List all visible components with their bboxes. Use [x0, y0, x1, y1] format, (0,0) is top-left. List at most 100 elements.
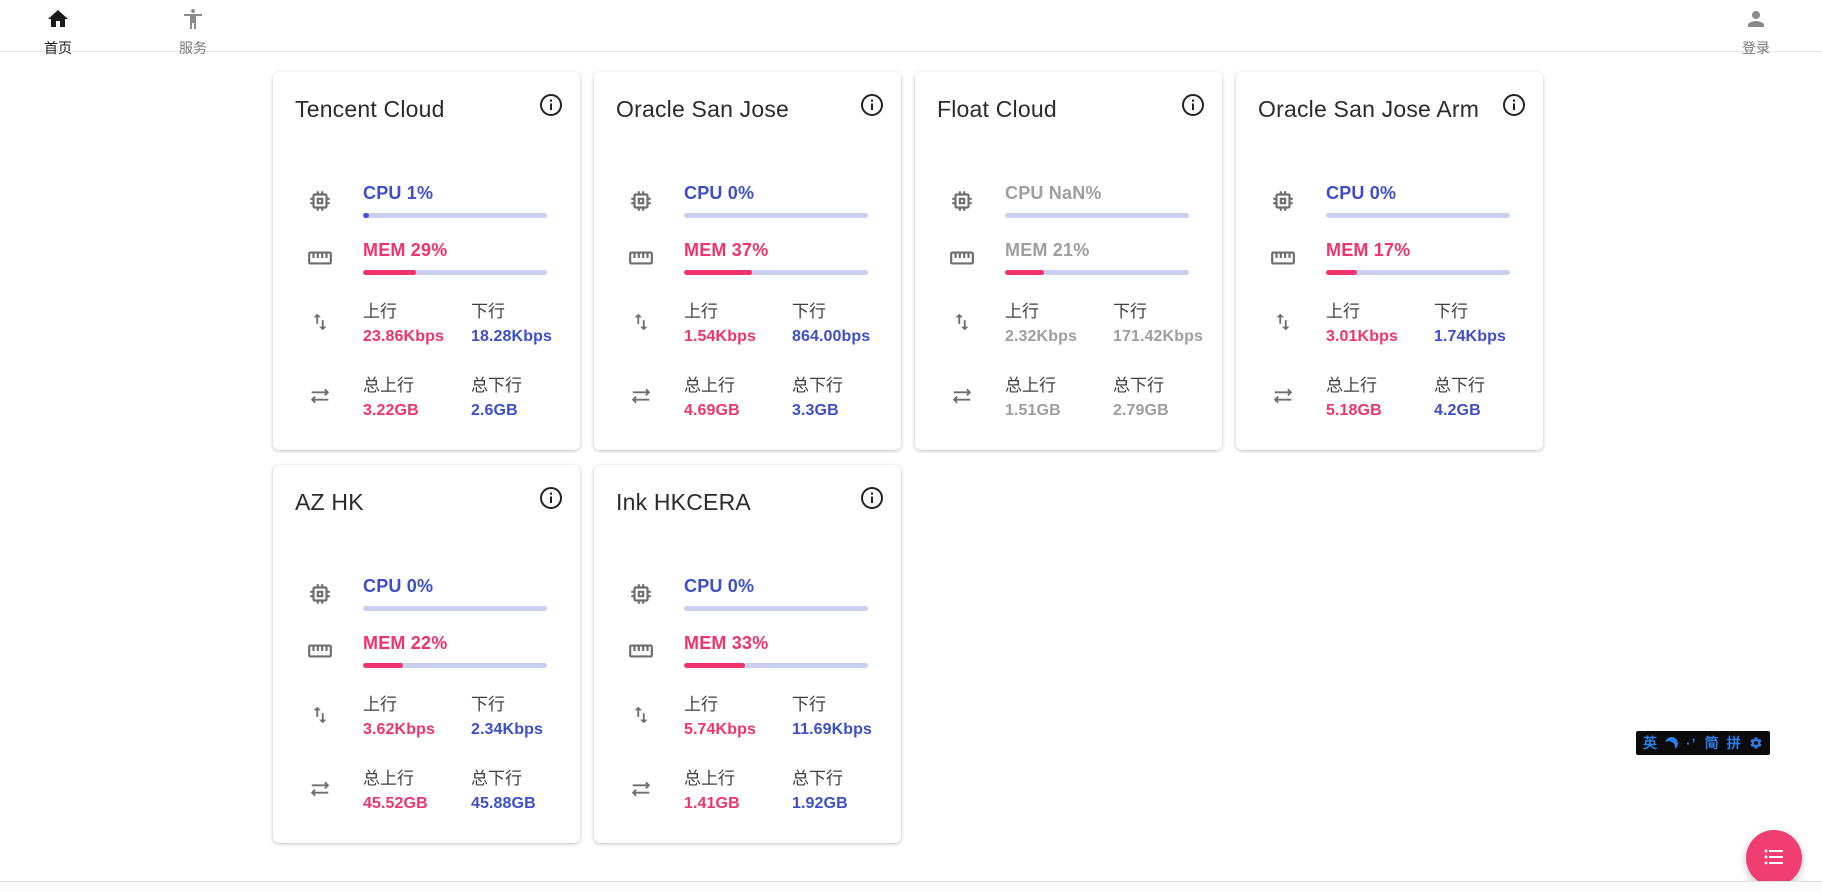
total-row: 总上行 1.41GB 总下行 1.92GB	[628, 764, 868, 813]
speed-row: 上行 5.74Kbps 下行 11.69Kbps	[628, 690, 872, 739]
cpu-chip-icon	[1270, 188, 1296, 214]
total-download-label: 总下行	[471, 769, 522, 788]
total-download-label: 总下行	[471, 376, 522, 395]
mem-progressbar	[363, 270, 547, 275]
download-label: 下行	[471, 695, 505, 714]
total-upload-value: 5.18GB	[1326, 402, 1382, 419]
total-download-label: 总下行	[792, 769, 843, 788]
server-card-oracle-san-jose: Oracle San Jose CPU 0% MEM 37%	[594, 72, 901, 450]
swap-arrows-icon	[1270, 385, 1296, 407]
info-icon[interactable]	[1180, 92, 1206, 118]
ime-scheme-indicator[interactable]: 拼	[1726, 735, 1741, 751]
cpu-row: CPU 0%	[628, 576, 868, 611]
total-upload-label: 总上行	[1326, 376, 1377, 395]
info-icon[interactable]	[538, 92, 564, 118]
up-down-arrows-icon	[949, 311, 975, 333]
cpu-progressbar	[363, 606, 547, 611]
moon-icon[interactable]	[1663, 735, 1679, 751]
cpu-row: CPU 1%	[307, 183, 547, 218]
mem-ruler-icon	[949, 244, 975, 272]
swap-arrows-icon	[628, 385, 654, 407]
total-row: 总上行 3.22GB 总下行 2.6GB	[307, 371, 547, 420]
upload-value: 5.74Kbps	[684, 721, 756, 738]
speed-row: 上行 1.54Kbps 下行 864.00bps	[628, 297, 870, 346]
top-nav: 首页 服务 登录	[0, 0, 1822, 56]
total-upload-label: 总上行	[363, 769, 414, 788]
list-icon	[1762, 845, 1786, 872]
total-download-label: 总下行	[792, 376, 843, 395]
info-icon[interactable]	[1501, 92, 1527, 118]
cpu-row: CPU NaN%	[949, 183, 1189, 218]
nav-services-label: 服务	[179, 40, 207, 56]
total-row: 总上行 5.18GB 总下行 4.2GB	[1270, 371, 1510, 420]
upload-value: 3.62Kbps	[363, 721, 435, 738]
download-label: 下行	[1113, 302, 1147, 321]
total-download-label: 总下行	[1434, 376, 1485, 395]
up-down-arrows-icon	[307, 704, 333, 726]
total-upload-value: 4.69GB	[684, 402, 740, 419]
ime-charset-indicator[interactable]: 简	[1704, 735, 1719, 751]
total-download-value: 45.88GB	[471, 795, 536, 812]
upload-label: 上行	[363, 695, 397, 714]
nav-item-services[interactable]: 服务	[167, 0, 219, 58]
download-value: 2.34Kbps	[471, 721, 543, 738]
home-icon	[46, 7, 70, 36]
total-download-label: 总下行	[1113, 376, 1164, 395]
swap-arrows-icon	[628, 778, 654, 800]
ime-punctuation-indicator[interactable]: ·’	[1686, 735, 1697, 751]
cpu-label: CPU 1%	[363, 183, 434, 203]
server-name: Ink HKCERA	[616, 489, 751, 515]
download-label: 下行	[792, 302, 826, 321]
gear-icon[interactable]	[1749, 736, 1763, 750]
mem-ruler-icon	[1270, 244, 1296, 272]
download-value: 18.28Kbps	[471, 328, 552, 345]
mem-label: MEM 37%	[684, 240, 769, 260]
upload-label: 上行	[684, 695, 718, 714]
cpu-chip-icon	[307, 581, 333, 607]
upload-value: 2.32Kbps	[1005, 328, 1077, 345]
info-icon[interactable]	[538, 485, 564, 511]
info-icon[interactable]	[859, 92, 885, 118]
server-grid: Tencent Cloud CPU 1% MEM 29%	[273, 72, 1543, 843]
total-upload-label: 总上行	[684, 376, 735, 395]
info-icon[interactable]	[859, 485, 885, 511]
download-label: 下行	[1434, 302, 1468, 321]
total-download-value: 2.79GB	[1113, 402, 1169, 419]
mem-progressbar	[1326, 270, 1510, 275]
total-row: 总上行 45.52GB 总下行 45.88GB	[307, 764, 547, 813]
server-name: AZ HK	[295, 489, 364, 515]
cpu-label: CPU 0%	[684, 183, 755, 203]
mem-row: MEM 17%	[1270, 240, 1510, 275]
speed-row: 上行 3.01Kbps 下行 1.74Kbps	[1270, 297, 1510, 346]
download-value: 1.74Kbps	[1434, 328, 1506, 345]
server-card-ink-hkcera: Ink HKCERA CPU 0% MEM 33%	[594, 465, 901, 843]
server-name: Oracle San Jose	[616, 96, 790, 122]
ime-language-indicator[interactable]: 英	[1643, 735, 1657, 751]
cpu-row: CPU 0%	[1270, 183, 1510, 218]
mem-label: MEM 17%	[1326, 240, 1411, 260]
cpu-progressbar	[1005, 213, 1189, 218]
cpu-progressbar	[1326, 213, 1510, 218]
swap-arrows-icon	[307, 385, 333, 407]
total-download-value: 3.3GB	[792, 402, 839, 419]
nav-login-label: 登录	[1742, 40, 1770, 56]
total-row: 总上行 4.69GB 总下行 3.3GB	[628, 371, 868, 420]
speed-row: 上行 23.86Kbps 下行 18.28Kbps	[307, 297, 552, 346]
mem-row: MEM 37%	[628, 240, 868, 275]
mem-label: MEM 22%	[363, 633, 448, 653]
total-upload-label: 总上行	[1005, 376, 1056, 395]
total-upload-label: 总上行	[363, 376, 414, 395]
swap-arrows-icon	[949, 385, 975, 407]
cpu-progressbar	[684, 606, 868, 611]
mem-row: MEM 29%	[307, 240, 547, 275]
cpu-label: CPU NaN%	[1005, 183, 1102, 203]
mem-progressbar	[684, 663, 868, 668]
nav-item-home[interactable]: 首页	[32, 0, 84, 58]
total-download-value: 4.2GB	[1434, 402, 1481, 419]
up-down-arrows-icon	[307, 311, 333, 333]
total-upload-label: 总上行	[684, 769, 735, 788]
nav-item-login[interactable]: 登录	[1730, 0, 1782, 58]
server-list-fab[interactable]	[1746, 830, 1802, 886]
mem-ruler-icon	[628, 244, 654, 272]
